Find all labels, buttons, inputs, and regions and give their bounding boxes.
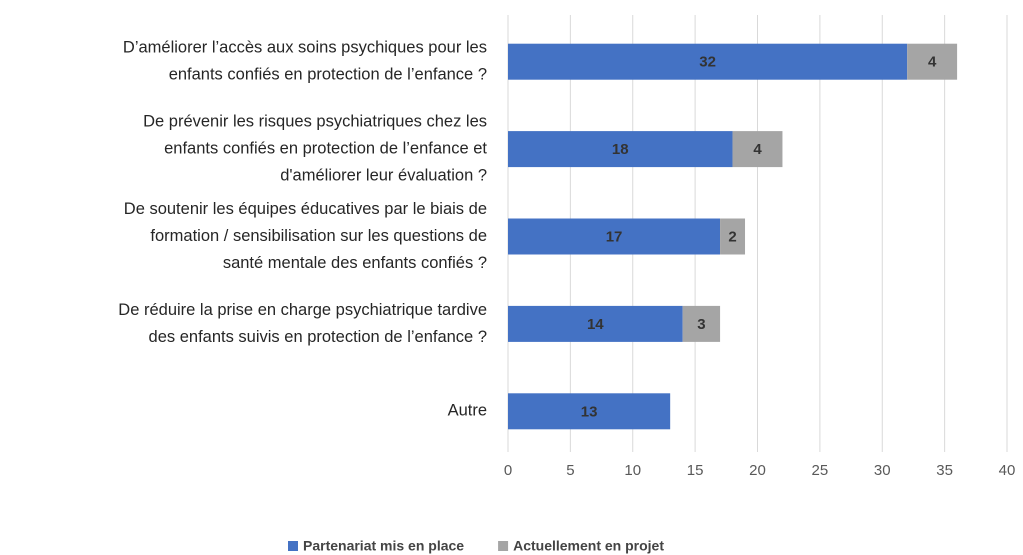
y-tick-label: De soutenir les équipes éducatives par l… <box>124 200 487 218</box>
bar <box>907 43 958 80</box>
bar <box>732 131 783 168</box>
y-tick-label: enfants confiés en protection de l’enfan… <box>169 66 487 84</box>
y-tick-label: enfants confiés en protection de l’enfan… <box>164 139 487 157</box>
y-tick-label: D’améliorer l’accès aux soins psychiques… <box>123 39 487 57</box>
x-tick-label: 30 <box>874 462 891 479</box>
x-tick-label: 10 <box>624 462 641 479</box>
bar <box>682 305 721 342</box>
data-label: 13 <box>581 403 598 420</box>
legend-label: Partenariat mis en place <box>303 538 464 554</box>
x-tick-label: 35 <box>936 462 953 479</box>
x-tick-label: 5 <box>566 462 574 479</box>
y-tick-label: De prévenir les risques psychiatriques c… <box>143 112 487 130</box>
data-label: 2 <box>728 228 736 245</box>
data-label: 4 <box>753 141 762 158</box>
y-tick-label: Autre <box>448 402 487 420</box>
y-tick-label: De réduire la prise en charge psychiatri… <box>118 301 487 319</box>
legend-swatch <box>288 541 298 551</box>
y-tick-label: formation / sensibilisation sur les ques… <box>150 227 487 245</box>
y-tick-label: des enfants suivis en protection de l’en… <box>149 328 487 346</box>
x-tick-label: 15 <box>687 462 704 479</box>
bar <box>508 305 683 342</box>
data-label: 3 <box>697 316 705 333</box>
y-tick-label: santé mentale des enfants confiés ? <box>223 254 487 272</box>
legend-swatch <box>498 541 509 551</box>
data-label: 14 <box>587 316 604 333</box>
data-label: 32 <box>699 54 716 71</box>
bar <box>508 393 671 430</box>
data-label: 4 <box>928 54 937 71</box>
y-tick-label: d'améliorer leur évaluation ? <box>280 166 487 184</box>
bar <box>508 43 908 80</box>
x-tick-label: 25 <box>812 462 829 479</box>
x-tick-label: 20 <box>749 462 766 479</box>
data-label: 17 <box>606 228 623 245</box>
data-label: 18 <box>612 141 629 158</box>
bar <box>508 131 733 168</box>
bar <box>720 218 746 255</box>
x-tick-label: 40 <box>999 462 1016 479</box>
x-tick-label: 0 <box>504 462 512 479</box>
bar <box>508 218 721 255</box>
legend-label: Actuellement en projet <box>513 538 664 554</box>
